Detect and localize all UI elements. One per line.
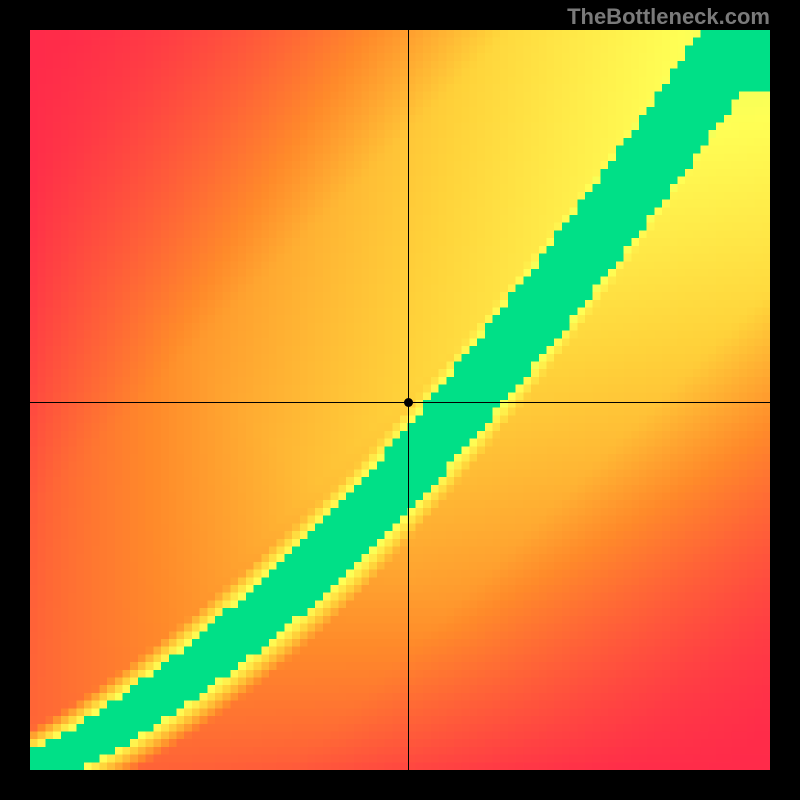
plot-area — [30, 30, 770, 770]
heatmap-canvas — [30, 30, 770, 770]
chart-container: { "watermark": { "text": "TheBottleneck.… — [0, 0, 800, 800]
watermark-text: TheBottleneck.com — [567, 4, 770, 30]
crosshair-horizontal — [30, 402, 770, 403]
